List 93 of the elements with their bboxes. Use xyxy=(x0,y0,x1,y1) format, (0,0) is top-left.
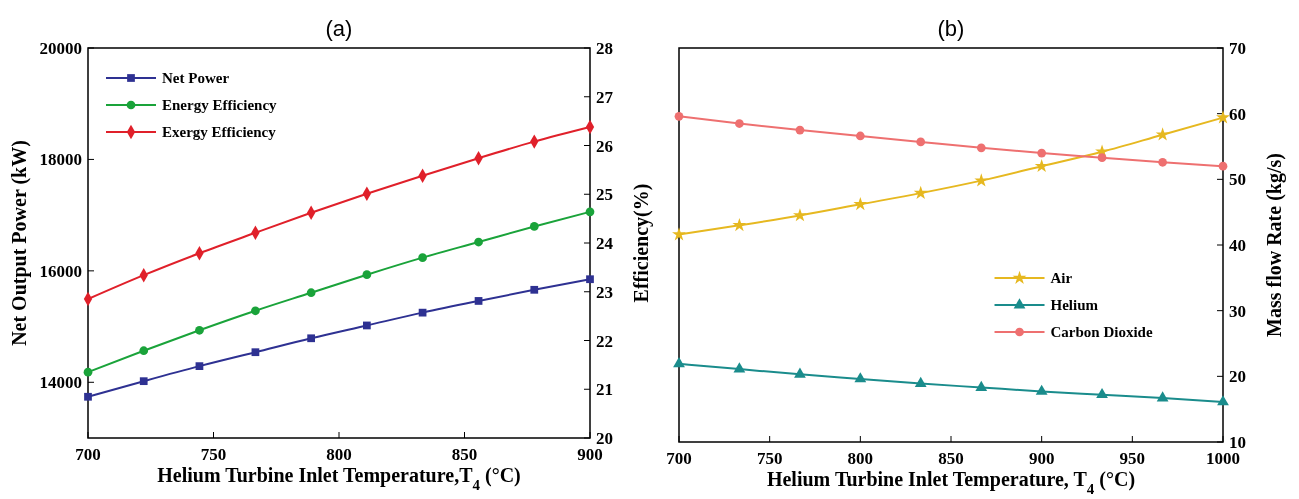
y2-tick-label: 26 xyxy=(596,136,613,156)
y2-tick-label: 40 xyxy=(1229,236,1246,255)
x-tick-label: 950 xyxy=(1119,449,1146,468)
point xyxy=(1156,391,1169,402)
y-tick-label: 16000 xyxy=(39,261,82,281)
point xyxy=(976,143,986,153)
x-axis-title: Helium Turbine Inlet Temperature, T$_{4}$ (°C) xyxy=(766,468,1136,497)
y2-tick-label: 60 xyxy=(1229,104,1246,124)
point xyxy=(418,308,427,317)
y-tick-label: 18000 xyxy=(39,150,82,170)
point xyxy=(913,185,928,200)
point xyxy=(1218,161,1228,171)
x-axis-title: Helium Turbine Inlet Temperature,T$_{4}$ (°C) xyxy=(157,464,521,493)
point xyxy=(530,285,539,294)
point xyxy=(1035,384,1048,395)
chart-title: (a) xyxy=(325,16,353,41)
chart-title: (b) xyxy=(937,16,965,41)
y2-tick-label: 27 xyxy=(596,87,614,107)
point xyxy=(674,111,684,121)
x-tick-label: 900 xyxy=(577,445,603,464)
point xyxy=(1158,157,1167,167)
point xyxy=(195,362,204,370)
point xyxy=(139,346,149,356)
y-tick-label: 14000 xyxy=(39,373,82,393)
point xyxy=(916,137,926,147)
point xyxy=(855,131,865,141)
point xyxy=(1097,153,1107,163)
point xyxy=(1217,395,1229,406)
x-tick-label: 1000 xyxy=(1206,449,1240,468)
x-tick-label: 700 xyxy=(75,445,101,464)
point xyxy=(914,376,927,387)
point xyxy=(673,357,685,368)
point xyxy=(83,367,93,377)
point xyxy=(529,222,539,231)
point xyxy=(306,288,316,298)
point xyxy=(474,237,483,247)
point xyxy=(853,196,868,211)
legend-label: Exergy Efficiency xyxy=(162,124,277,140)
legend-label: Air xyxy=(1050,270,1073,286)
y-tick-label: 20000 xyxy=(39,39,82,58)
y2-tick-label: 70 xyxy=(1229,39,1246,58)
x-tick-label: 700 xyxy=(666,449,692,468)
point xyxy=(195,325,204,335)
y2-axis-title: Mass flow Rate (kg/s) xyxy=(1263,153,1286,337)
y2-tick-label: 21 xyxy=(596,380,613,400)
point xyxy=(251,348,260,357)
point xyxy=(793,208,807,222)
point xyxy=(585,207,595,217)
point xyxy=(1216,110,1230,124)
point xyxy=(794,367,806,378)
x-tick-label: 800 xyxy=(847,449,874,468)
x-tick-label: 800 xyxy=(326,445,352,464)
y2-tick-label: 28 xyxy=(596,39,613,58)
legend-label: Net Power xyxy=(162,70,230,86)
y2-tick-label: 24 xyxy=(596,234,614,253)
y2-tick-label: 23 xyxy=(596,282,613,302)
x-tick-label: 750 xyxy=(200,445,227,464)
point xyxy=(1037,148,1047,158)
point xyxy=(474,297,483,305)
point xyxy=(854,372,867,383)
point xyxy=(735,119,744,128)
point xyxy=(733,362,746,373)
point xyxy=(418,253,427,262)
point xyxy=(795,125,805,135)
point xyxy=(975,380,988,391)
point xyxy=(362,321,371,330)
y2-tick-label: 20 xyxy=(596,429,613,448)
point xyxy=(1155,127,1170,141)
point xyxy=(307,334,316,343)
x-tick-label: 750 xyxy=(756,449,783,468)
x-tick-label: 850 xyxy=(938,449,964,468)
legend-label: Carbon Dioxide xyxy=(1050,324,1153,340)
point xyxy=(251,306,260,316)
point xyxy=(1096,387,1108,399)
point xyxy=(84,392,92,401)
x-tick-label: 900 xyxy=(1028,449,1055,468)
point xyxy=(732,217,747,232)
y-axis-title: Net Output Power (kW) xyxy=(8,140,31,346)
y2-tick-label: 25 xyxy=(596,185,613,205)
y2-tick-label: 30 xyxy=(1229,301,1246,321)
legend-label: Energy Efficiency xyxy=(162,97,278,113)
point xyxy=(362,270,372,280)
point xyxy=(586,275,594,284)
y2-tick-label: 10 xyxy=(1229,433,1246,452)
legend-label: Helium xyxy=(1050,297,1099,313)
point xyxy=(974,173,989,187)
x-tick-label: 850 xyxy=(451,445,478,464)
y2-axis-title: Efficiency(%) xyxy=(630,183,653,303)
point xyxy=(139,377,148,386)
point xyxy=(672,227,686,241)
y2-tick-label: 50 xyxy=(1229,170,1246,190)
y2-tick-label: 20 xyxy=(1229,367,1246,387)
y2-tick-label: 22 xyxy=(596,331,613,351)
